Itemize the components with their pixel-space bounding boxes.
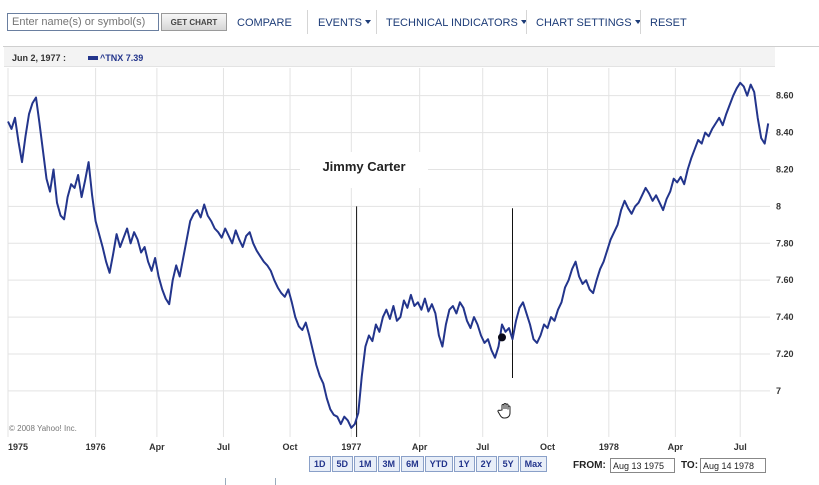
chevron-down-icon xyxy=(365,20,372,24)
compare-link[interactable]: COMPARE xyxy=(237,17,292,29)
range-button-1m[interactable]: 1M xyxy=(354,456,377,472)
x-tick-label: 1977 xyxy=(341,442,361,452)
to-date-input[interactable] xyxy=(700,458,766,473)
range-button-ytd[interactable]: YTD xyxy=(424,456,453,472)
range-button-5d[interactable]: 5D xyxy=(331,456,354,472)
series-line-tnx xyxy=(7,81,770,429)
x-tick-label: Jul xyxy=(476,442,489,452)
y-tick-label: 8.60 xyxy=(776,91,794,101)
x-tick-label: Apr xyxy=(149,442,165,452)
get-chart-button[interactable]: GET CHART xyxy=(161,13,227,31)
toolbar-divider xyxy=(526,10,527,34)
range-button-5y[interactable]: 5Y xyxy=(497,456,519,472)
y-tick-label: 7.80 xyxy=(776,238,794,248)
hand-cursor-icon xyxy=(497,403,511,419)
scroll-marker xyxy=(225,478,226,485)
y-axis: 7 7.20 7.40 7.60 7.80 8 8.20 8.40 8.60 xyxy=(776,91,794,396)
y-tick-label: 8.20 xyxy=(776,164,794,174)
annotation-label: Jimmy Carter xyxy=(300,152,428,188)
x-axis: 1975 1976 Apr Jul Oct 1977 Apr Jul Oct 1978 Apr Jul xyxy=(8,442,747,452)
y-tick-label: 8.40 xyxy=(776,128,794,138)
range-button-2y[interactable]: 2Y xyxy=(475,456,497,472)
range-button-1d[interactable]: 1D xyxy=(309,456,331,472)
chevron-down-icon xyxy=(520,20,527,24)
range-selector: 1D 5D 1M 3M 6M YTD 1Y 2Y 5Y Max xyxy=(309,456,548,473)
x-tick-label: 1978 xyxy=(599,442,619,452)
range-button-1y[interactable]: 1Y xyxy=(453,456,475,472)
series-value: 7.39 xyxy=(125,53,144,63)
x-tick-label: Oct xyxy=(283,442,298,452)
event-markers xyxy=(356,206,513,437)
chart-settings-label: CHART SETTINGS xyxy=(536,17,632,29)
chart-frame xyxy=(3,46,819,440)
hover-date: Jun 2, 1977 : xyxy=(12,53,67,63)
chart-header-strip xyxy=(4,47,775,67)
series-swatch xyxy=(88,56,98,60)
toolbar-divider xyxy=(376,10,377,34)
range-button-max[interactable]: Max xyxy=(519,456,548,472)
from-label: FROM: xyxy=(573,460,606,471)
to-label: TO: xyxy=(681,460,699,471)
technical-indicators-menu[interactable]: TECHNICAL INDICATORS xyxy=(386,17,527,29)
chart-grid xyxy=(7,68,770,437)
events-menu[interactable]: EVENTS xyxy=(318,17,372,29)
y-tick-label: 7.40 xyxy=(776,312,794,322)
range-button-6m[interactable]: 6M xyxy=(401,456,424,472)
reset-link[interactable]: RESET xyxy=(650,17,687,29)
from-date-input[interactable] xyxy=(610,458,675,473)
y-tick-label: 7 xyxy=(776,386,781,396)
copyright-text: © 2008 Yahoo! Inc. xyxy=(9,424,77,433)
y-tick-label: 7.60 xyxy=(776,275,794,285)
scroll-marker xyxy=(275,478,276,485)
toolbar-divider xyxy=(640,10,641,34)
series-symbol: ^TNX xyxy=(100,53,124,63)
hover-point xyxy=(497,333,506,342)
x-tick-label: Oct xyxy=(540,442,555,452)
x-tick-label: Jul xyxy=(734,442,747,452)
toolbar-divider xyxy=(307,10,308,34)
x-tick-label: Jul xyxy=(217,442,230,452)
chart-settings-menu[interactable]: CHART SETTINGS xyxy=(536,17,641,29)
y-tick-label: 8 xyxy=(776,201,781,211)
x-tick-label: Apr xyxy=(412,442,428,452)
x-tick-label: 1976 xyxy=(86,442,106,452)
chevron-down-icon xyxy=(634,20,641,24)
y-tick-label: 7.20 xyxy=(776,349,794,359)
symbol-search-input[interactable] xyxy=(7,13,159,31)
events-label: EVENTS xyxy=(318,17,363,29)
series-readout: ^TNX 7.39 xyxy=(100,53,143,63)
x-tick-label: 1975 xyxy=(8,442,28,452)
chart-toolbar: GET CHART COMPARE EVENTS TECHNICAL INDIC… xyxy=(0,0,819,44)
range-button-3m[interactable]: 3M xyxy=(377,456,401,472)
x-tick-label: Apr xyxy=(668,442,684,452)
technical-indicators-label: TECHNICAL INDICATORS xyxy=(386,17,518,29)
